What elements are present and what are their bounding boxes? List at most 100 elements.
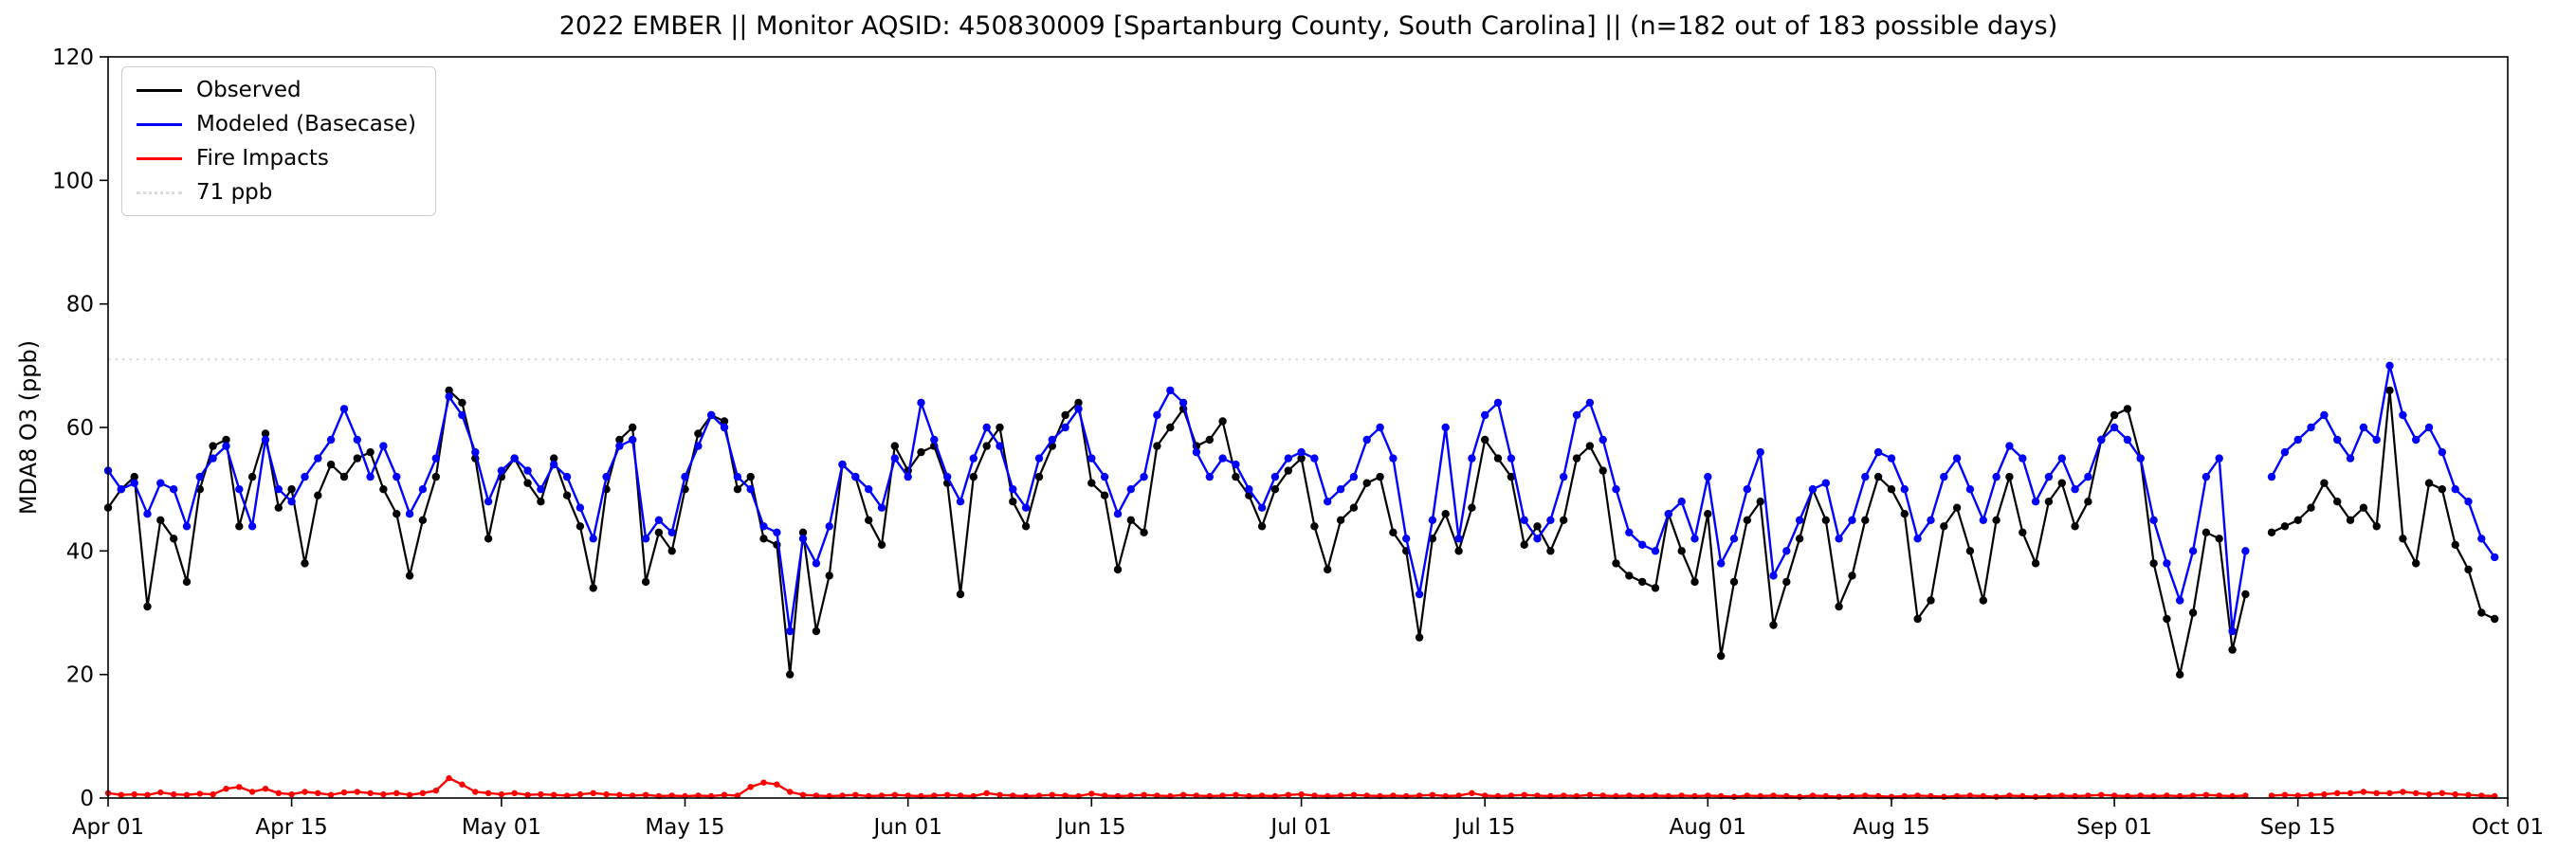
marker-fire-impacts (183, 791, 191, 798)
marker-observed (1270, 485, 1280, 494)
marker-modeled-basecase (1756, 447, 1764, 457)
marker-observed (2477, 608, 2486, 617)
marker-modeled-basecase (1100, 472, 1109, 481)
marker-modeled-basecase (2491, 553, 2499, 562)
marker-fire-impacts (2164, 792, 2170, 799)
marker-observed (956, 590, 965, 599)
marker-observed (1729, 577, 1739, 587)
marker-fire-impacts (1311, 792, 1318, 799)
marker-fire-impacts (1088, 790, 1095, 797)
marker-modeled-basecase (2464, 498, 2473, 506)
marker-modeled-basecase (170, 485, 178, 494)
marker-modeled-basecase (156, 479, 165, 487)
marker-observed (996, 423, 1004, 432)
chart-title: 2022 EMBER || Monitor AQSID: 450830009 [… (558, 11, 2058, 41)
marker-observed (1284, 466, 1293, 475)
marker-observed (550, 454, 558, 463)
marker-observed (1638, 577, 1647, 587)
marker-observed (2320, 479, 2329, 487)
marker-fire-impacts (787, 789, 794, 795)
marker-fire-impacts (2425, 790, 2433, 798)
marker-modeled-basecase (1362, 435, 1371, 445)
marker-observed (733, 485, 742, 494)
marker-fire-impacts (734, 792, 741, 799)
marker-modeled-basecase (2005, 442, 2014, 450)
marker-modeled-basecase (1887, 454, 1896, 463)
marker-observed (2451, 540, 2459, 549)
marker-observed (1126, 516, 1136, 524)
marker-fire-impacts (852, 791, 859, 798)
marker-modeled-basecase (445, 392, 453, 401)
marker-observed (326, 460, 336, 469)
marker-fire-impacts (131, 790, 137, 798)
marker-fire-impacts (2386, 789, 2393, 796)
marker-modeled-basecase (379, 442, 388, 450)
marker-fire-impacts (2347, 789, 2354, 796)
marker-modeled-basecase (1861, 472, 1870, 481)
marker-modeled-basecase (917, 398, 925, 408)
marker-modeled-basecase (996, 442, 1004, 450)
x-tick-label: Jul 01 (1269, 815, 1331, 840)
marker-fire-impacts (171, 790, 177, 798)
marker-observed (1100, 491, 1109, 499)
legend: Observed Modeled (Basecase) Fire Impacts 71… (121, 66, 436, 216)
marker-fire-impacts (446, 774, 452, 782)
marker-observed (431, 472, 440, 481)
marker-observed (2228, 645, 2237, 654)
marker-modeled-basecase (1940, 472, 1948, 481)
marker-fire-impacts (248, 789, 256, 795)
marker-observed (812, 626, 821, 636)
marker-modeled-basecase (2188, 547, 2198, 555)
marker-modeled-basecase (195, 472, 204, 481)
marker-fire-impacts (1521, 791, 1527, 798)
marker-modeled-basecase (812, 559, 821, 568)
marker-modeled-basecase (2215, 454, 2223, 463)
marker-fire-impacts (484, 789, 492, 796)
marker-modeled-basecase (1166, 386, 1175, 395)
marker-modeled-basecase (1074, 405, 1083, 413)
marker-observed (537, 498, 545, 506)
marker-modeled-basecase (1021, 503, 1031, 512)
marker-observed (2163, 614, 2171, 624)
legend-entry-fire-impacts: Fire Impacts (137, 146, 416, 171)
marker-observed (314, 491, 322, 499)
marker-modeled-basecase (2438, 447, 2446, 457)
marker-observed (1704, 510, 1712, 518)
marker-fire-impacts (2110, 792, 2118, 799)
marker-modeled-basecase (393, 472, 401, 481)
marker-observed (1533, 522, 1542, 531)
marker-fire-impacts (2281, 791, 2289, 798)
marker-modeled-basecase (1034, 454, 1044, 463)
marker-modeled-basecase (2241, 547, 2250, 555)
marker-observed (2084, 498, 2092, 506)
marker-observed (484, 535, 493, 543)
marker-modeled-basecase (562, 472, 572, 481)
marker-observed (865, 516, 873, 524)
marker-observed (654, 528, 664, 536)
marker-modeled-basecase (1835, 535, 1843, 543)
marker-fire-impacts (1966, 792, 1974, 799)
marker-observed (1336, 516, 1345, 524)
marker-modeled-basecase (1625, 528, 1634, 536)
marker-modeled-basecase (1572, 410, 1581, 420)
marker-observed (523, 479, 532, 487)
marker-observed (798, 528, 808, 536)
marker-modeled-basecase (1992, 472, 2001, 481)
marker-modeled-basecase (1061, 423, 1069, 432)
marker-fire-impacts (459, 781, 466, 788)
marker-modeled-basecase (2267, 472, 2276, 481)
marker-modeled-basecase (615, 442, 624, 450)
marker-observed (2057, 479, 2066, 487)
y-tick-label: 100 (52, 169, 94, 193)
marker-modeled-basecase (2031, 498, 2040, 506)
marker-observed (694, 429, 703, 438)
marker-modeled-basecase (720, 423, 729, 432)
marker-modeled-basecase (733, 472, 742, 481)
marker-fire-impacts (275, 789, 282, 796)
marker-fire-impacts (472, 789, 479, 795)
marker-modeled-basecase (2346, 454, 2355, 463)
marker-observed (1297, 454, 1306, 463)
marker-modeled-basecase (589, 535, 597, 543)
marker-modeled-basecase (1324, 498, 1332, 506)
